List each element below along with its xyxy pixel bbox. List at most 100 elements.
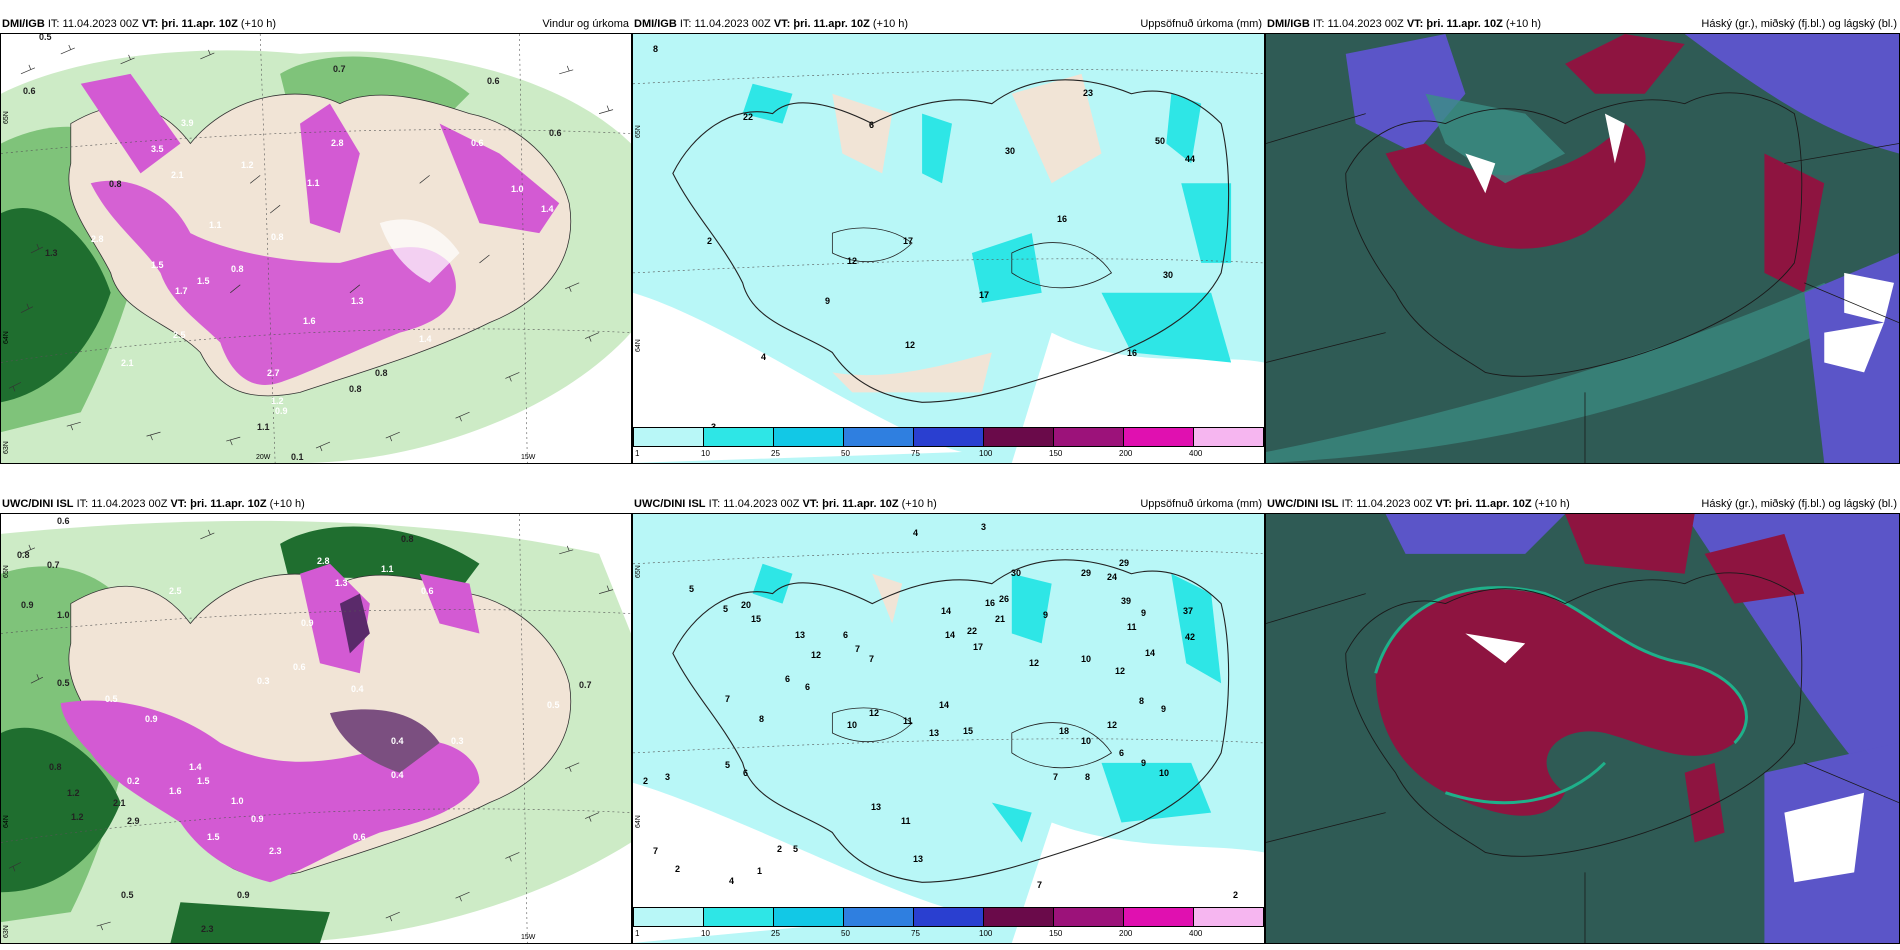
value-label: 30 [1005,146,1016,156]
value-label: 11 [901,816,911,826]
value-label: 22 [743,112,754,122]
lead-time: (+10 h) [901,498,937,510]
value-label: 0.6 [353,832,366,842]
cloud-cover-map[interactable] [1265,33,1900,464]
legend-tick: 75 [911,929,920,938]
value-label: 7 [653,846,659,856]
value-label: 13 [871,802,882,812]
value-label: 20 [741,600,752,610]
map-graphic [633,514,1264,943]
value-label: 6 [743,768,749,778]
value-label: 6 [843,630,849,640]
value-label: 14 [939,700,950,710]
value-label: 2.5 [173,330,186,340]
value-label: 0.8 [401,534,414,544]
value-label: 17 [979,290,990,300]
valid-time: VT: þri. 11.apr. 10Z [802,498,899,510]
accum-precip-map[interactable]: 8 22 6 23 30 50 44 17 16 17 2 12 9 12 4 … [632,33,1265,464]
legend-swatch [914,428,984,446]
value-label: 44 [1185,154,1196,164]
lon-label: 15W [521,454,536,461]
value-label: 12 [1107,720,1118,730]
cloud-cover-map[interactable] [1265,513,1900,944]
value-label: 13 [929,728,940,738]
init-time: IT: 11.04.2023 00Z [1341,498,1433,510]
wind-precip-map[interactable]: 0.5 0.7 0.6 0.6 0.8 3.9 2.8 0.6 1.1 0.8 … [0,33,632,464]
value-label: 39 [1121,596,1132,606]
value-label: 1.3 [335,578,348,588]
legend-tick: 400 [1189,929,1203,938]
value-label: 0.6 [471,138,484,148]
value-label: 22 [967,626,978,636]
legend-swatch [1054,908,1124,926]
value-label: 5 [689,584,695,594]
value-label: 1.3 [351,296,364,306]
value-label: 0.6 [23,86,36,96]
value-label: 8 [1085,772,1091,782]
value-label: 0.7 [47,560,60,570]
value-label: 1.2 [71,812,84,822]
value-label: 13 [913,854,924,864]
legend-colorbar [633,907,1264,927]
value-label: 1.2 [271,396,284,406]
value-label: 12 [1029,658,1040,668]
legend-tick: 1 [635,449,640,458]
value-label: 1.1 [381,564,394,574]
value-label: 5 [793,844,799,854]
legend-tick: 25 [771,449,780,458]
value-label: 0.9 [251,814,264,824]
value-label: 6 [785,674,791,684]
value-label: 1.1 [257,422,270,432]
legend-tick: 10 [701,449,710,458]
legend-swatch [634,908,704,926]
legend-swatch [634,428,704,446]
wind-precip-map[interactable]: 0.6 0.8 0.7 0.9 1.0 0.5 2.8 1.3 0.8 0.9 … [0,513,632,944]
land [68,93,571,397]
value-label: 0.6 [487,76,500,86]
coastline [672,559,1230,883]
legend-tick: 100 [979,929,993,938]
value-label: 2.3 [269,846,282,856]
init-time: IT: 11.04.2023 00Z [76,498,168,510]
panel-wind-precip-uwc: UWC/DINI ISL IT: 11.04.2023 00Z VT: þri.… [0,496,632,944]
value-label: 1.4 [189,762,202,772]
value-label: 0.4 [391,736,404,746]
value-label: 2.9 [127,816,140,826]
value-label: 5 [725,760,731,770]
value-label: 3 [981,522,987,532]
value-label: 1.2 [67,788,80,798]
value-label: 17 [973,642,984,652]
value-label: 0.8 [375,368,388,378]
panel-header: UWC/DINI ISL IT: 11.04.2023 00Z VT: þri.… [1265,496,1900,513]
value-label: 12 [811,650,822,660]
value-label: 8 [653,44,659,54]
value-label: 2.1 [171,170,184,180]
value-label: 16 [1127,348,1138,358]
value-label: 0.5 [57,678,70,688]
coastline [1345,92,1803,377]
precip-legend: 1 10 25 50 75 100 150 200 400 [633,907,1264,943]
legend-tick: 50 [841,449,850,458]
panel-title: Háský (gr.), miðský (fj.bl.) og lágský (… [1701,498,1897,510]
value-label: 0.8 [349,384,362,394]
accum-precip-map[interactable]: 4 3 5 30 29 24 29 39 37 42 5 20 15 12 13… [632,513,1265,944]
panel-accum-precip-uwc: UWC/DINI ISL IT: 11.04.2023 00Z VT: þri.… [632,496,1265,944]
model-source: DMI/IGB [1267,18,1310,30]
value-label: 0.9 [21,600,34,610]
value-label: 2.8 [331,138,344,148]
panel-title: Vindur og úrkoma [542,18,629,30]
value-label: 0.9 [275,406,288,416]
value-label: 0.1 [291,452,304,462]
snow-area [90,180,456,385]
value-label: 0.6 [549,128,562,138]
value-label: 1.0 [511,184,524,194]
value-label: 0.3 [257,676,270,686]
value-label: 0.2 [127,776,140,786]
lead-time: (+10 h) [269,498,305,510]
valid-time: VT: þri. 11.apr. 10Z [1406,18,1503,30]
legend-swatch [704,908,774,926]
legend-tick: 1 [635,929,640,938]
value-label: 3 [665,772,671,782]
panel-title: Uppsöfnuð úrkoma (mm) [1140,498,1262,510]
value-label: 11 [903,716,913,726]
